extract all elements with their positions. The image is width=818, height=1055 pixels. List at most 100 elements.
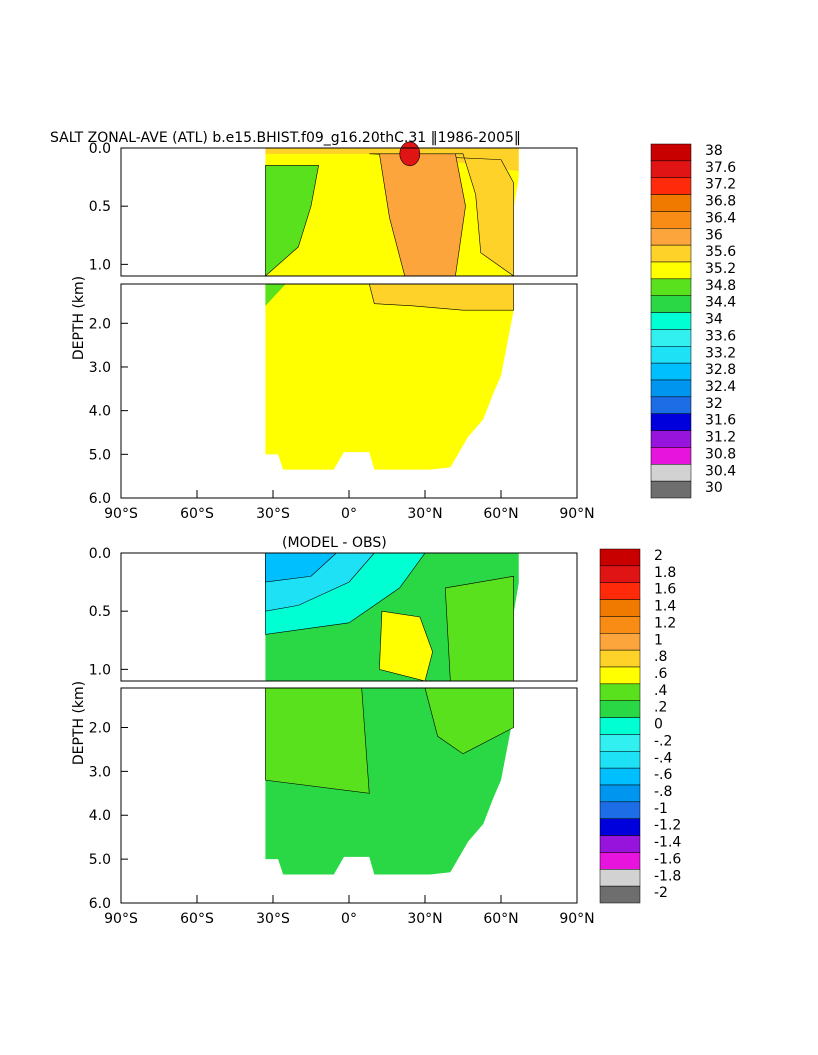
colorbar-label: .8 — [654, 649, 667, 665]
colorbar-swatch — [650, 261, 692, 280]
x-tick-label: 60°N — [483, 506, 518, 522]
colorbar-label: -2 — [654, 885, 668, 901]
colorbar-label: 33.6 — [705, 328, 736, 344]
colorbar-label: -1.8 — [654, 868, 681, 884]
colorbar-swatch — [650, 480, 692, 499]
x-tick-label: 30°S — [256, 506, 290, 522]
colorbar-swatch — [650, 396, 692, 414]
colorbar-swatch — [599, 666, 641, 685]
colorbar-swatch — [599, 582, 641, 600]
colorbar-swatch — [650, 413, 692, 431]
colorbar-swatch — [599, 717, 641, 735]
panel-2: (MODEL - OBS)0.00.51.02.03.04.05.06.090°… — [71, 535, 681, 927]
y-tick-label: 5.0 — [89, 852, 111, 868]
x-tick-label: 90°N — [559, 506, 594, 522]
colorbar-swatch — [650, 228, 692, 246]
y-axis-label: DEPTH (km) — [71, 681, 87, 765]
colorbar-swatch — [599, 633, 641, 651]
x-tick-label: 90°S — [104, 506, 138, 522]
colorbar-label: 36.4 — [705, 210, 736, 226]
field-fresh-deep — [265, 284, 286, 306]
y-tick-label: 0.0 — [89, 546, 111, 562]
y-tick-label: 2.0 — [89, 316, 111, 332]
colorbar-swatch — [650, 211, 692, 229]
colorbar-label: 0 — [654, 717, 663, 733]
colorbar-label: 38 — [705, 143, 723, 159]
colorbar-label: 30.4 — [705, 463, 736, 479]
colorbar-label: .4 — [654, 683, 667, 699]
x-tick-label: 0° — [341, 911, 357, 927]
panel-1: SALT ZONAL-AVE (ATL) b.e15.BHIST.f09_g16… — [50, 130, 736, 522]
x-tick-label: 30°S — [256, 911, 290, 927]
colorbar-swatch — [650, 160, 692, 178]
colorbar-label: -1.4 — [654, 835, 681, 851]
field-mid-deep — [265, 284, 514, 470]
colorbar-label: -.6 — [654, 767, 673, 783]
y-tick-label: 1.0 — [89, 257, 111, 273]
y-tick-label: 3.0 — [89, 764, 111, 780]
colorbar-label: 36 — [705, 227, 723, 243]
colorbar-swatch — [599, 835, 641, 853]
x-tick-label: 30°N — [407, 911, 442, 927]
y-tick-label: 5.0 — [89, 447, 111, 463]
colorbar-swatch — [650, 244, 692, 263]
colorbar-swatch — [599, 852, 641, 870]
field-salty — [369, 153, 514, 277]
x-tick-label: 90°S — [104, 911, 138, 927]
colorbar-label: -1 — [654, 801, 668, 817]
colorbar-label: -.8 — [654, 784, 672, 800]
colorbar-swatch — [650, 464, 692, 482]
y-tick-label: 0.5 — [89, 604, 111, 620]
colorbar-swatch — [650, 278, 692, 296]
colorbar-swatch — [599, 885, 641, 904]
colorbar-swatch — [599, 616, 641, 634]
x-tick-label: 30°N — [407, 506, 442, 522]
colorbar-swatch — [650, 143, 692, 162]
colorbar-label: -.4 — [654, 750, 673, 766]
colorbar-label: 32 — [705, 396, 723, 412]
upper-field — [265, 552, 519, 682]
colorbar-label: 1.6 — [654, 582, 676, 598]
colorbar-label: 33.2 — [705, 345, 736, 361]
colorbar-label: 35.2 — [705, 261, 736, 277]
colorbar-swatch — [650, 430, 692, 448]
field-light — [444, 575, 514, 682]
colorbar-label: -.2 — [654, 733, 672, 749]
field-light-deep — [265, 687, 370, 794]
colorbar-label: 32.4 — [705, 379, 736, 395]
chart-title: SALT ZONAL-AVE (ATL) b.e15.BHIST.f09_g16… — [50, 130, 521, 146]
field-fresh — [265, 165, 319, 277]
x-tick-label: 60°S — [180, 506, 214, 522]
colorbar-swatch — [599, 801, 641, 819]
colorbar-label: 34 — [705, 312, 723, 328]
upper-field — [265, 141, 519, 277]
colorbar-label: 2 — [654, 548, 663, 564]
y-tick-label: 6.0 — [89, 491, 111, 507]
colorbar-swatch — [599, 734, 641, 752]
colorbar: 21.81.61.41.21.8.6.4.20-.2-.4-.6-.8-1-1.… — [599, 548, 681, 904]
colorbar-label: .2 — [654, 700, 667, 716]
colorbar-swatch — [650, 295, 692, 313]
colorbar-swatch — [599, 700, 641, 718]
colorbar-swatch — [599, 565, 641, 583]
colorbar-swatch — [650, 362, 692, 381]
colorbar-swatch — [650, 194, 692, 212]
colorbar-swatch — [650, 447, 692, 465]
colorbar-label: 1.4 — [654, 599, 676, 615]
field-pos — [379, 610, 433, 682]
colorbar-label: 34.4 — [705, 295, 736, 311]
lower-field — [265, 687, 514, 875]
colorbar-swatch — [599, 784, 641, 803]
y-tick-label: 4.0 — [89, 808, 111, 824]
colorbar-label: 1.8 — [654, 565, 676, 581]
y-tick-label: 0.5 — [89, 199, 111, 215]
colorbar-label: 31.2 — [705, 430, 736, 446]
colorbar-swatch — [599, 818, 641, 836]
colorbar: 3837.637.236.836.43635.635.234.834.43433… — [650, 143, 736, 499]
colorbar-swatch — [650, 329, 692, 347]
colorbar-swatch — [650, 177, 692, 195]
colorbar-label: 1.2 — [654, 615, 676, 631]
y-tick-label: 4.0 — [89, 404, 111, 420]
colorbar-label: 31.6 — [705, 413, 736, 429]
